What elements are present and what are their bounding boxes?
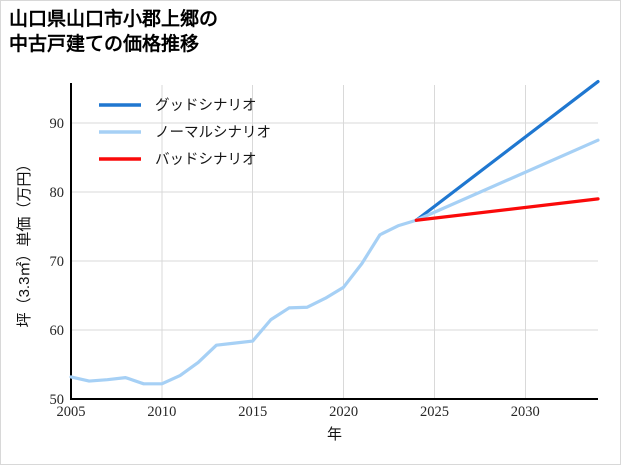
x-axis-tick-labels: 2005 2010 2015 2020 2025 2030	[57, 404, 540, 420]
y-tick-label: 80	[50, 185, 65, 201]
chart-title: 山口県山口市小郡上郷の 中古戸建ての価格推移	[9, 9, 219, 56]
y-axis-title: 坪（3.3㎡）単価（万円）	[16, 157, 33, 328]
x-tick-label: 2010	[147, 404, 176, 420]
gridlines-group	[71, 85, 598, 399]
series-line-バッドシナリオ	[414, 197, 600, 222]
series-line-実績（ノーマルシナリオ）	[69, 218, 418, 386]
x-tick-label: 2015	[238, 404, 267, 420]
y-tick-label: 70	[50, 254, 65, 270]
x-tick-label: 2025	[420, 404, 449, 420]
series-group	[69, 79, 600, 386]
x-axis-title: 年	[327, 426, 342, 443]
x-tick-label: 2030	[511, 404, 540, 420]
legend-label-normal: ノーマルシナリオ	[155, 125, 271, 141]
y-tick-label: 90	[50, 116, 65, 132]
series-line-ノーマルシナリオ	[414, 138, 600, 222]
series-line-グッドシナリオ	[414, 79, 600, 222]
legend-label-bad: バッドシナリオ	[155, 152, 257, 168]
y-tick-label: 60	[50, 323, 65, 339]
y-axis-tick-labels: 50 60 70 80 90	[50, 116, 65, 408]
axis-lines-group	[69, 83, 598, 401]
legend-label-good: グッドシナリオ	[155, 97, 257, 114]
x-tick-label: 2020	[329, 404, 358, 420]
x-tick-label: 2005	[57, 404, 86, 420]
y-tick-label: 50	[50, 392, 65, 408]
